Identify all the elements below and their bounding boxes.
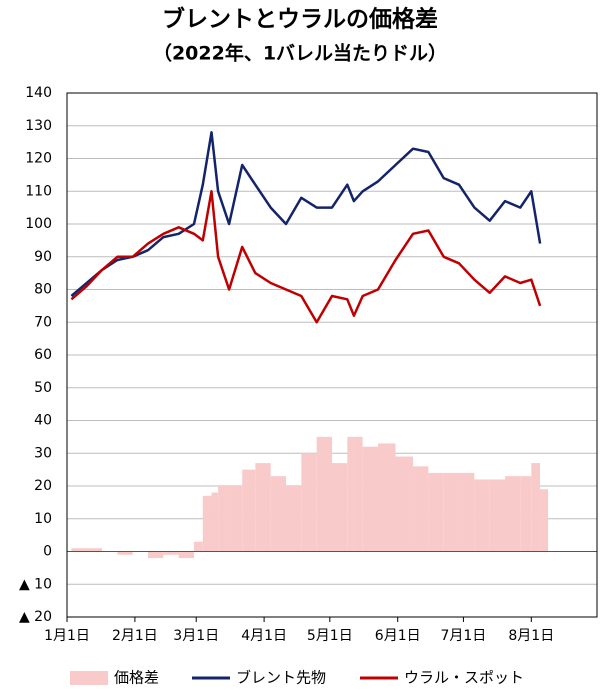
y-tick-label: ▲ 10 — [19, 576, 52, 592]
y-tick-label: ▲ 20 — [19, 609, 52, 625]
bar — [242, 469, 256, 552]
y-tick-label: 50 — [34, 380, 52, 396]
y-tick-label: 140 — [25, 85, 52, 101]
bar — [474, 479, 490, 552]
bar — [428, 472, 444, 552]
y-tick-label: 10 — [34, 511, 52, 527]
chart-title: ブレントとウラルの価格差 — [162, 6, 438, 33]
bar — [194, 541, 203, 552]
bar — [459, 472, 475, 552]
x-tick-label: 4月1日 — [241, 628, 287, 644]
bar — [178, 551, 195, 559]
bar — [332, 463, 348, 552]
chart-subtitle: （2022年、1バレル当たりドル） — [153, 42, 447, 65]
y-tick-label: 70 — [34, 314, 52, 330]
bar — [229, 486, 243, 552]
y-tick-label: 130 — [25, 118, 52, 134]
bar — [71, 548, 87, 552]
bar — [316, 436, 332, 552]
bar — [301, 453, 317, 552]
bar — [489, 479, 506, 552]
y-tick-label: 100 — [25, 216, 52, 232]
bar — [377, 443, 396, 552]
x-tick-label: 6月1日 — [375, 628, 421, 644]
x-tick-label: 8月1日 — [508, 628, 554, 644]
x-tick-label: 1月1日 — [44, 628, 90, 644]
bar — [540, 489, 549, 552]
bar — [520, 476, 532, 552]
legend-label: ブレント先物 — [236, 669, 326, 687]
bar — [117, 551, 133, 555]
line — [70, 190, 542, 324]
y-tick-label: 0 — [43, 544, 52, 560]
bar — [347, 436, 354, 552]
legend-swatch — [70, 671, 108, 685]
bar — [211, 492, 219, 552]
bar — [202, 495, 212, 552]
y-tick-label: 110 — [25, 183, 52, 199]
bar — [218, 486, 230, 552]
x-tick-label: 2月1日 — [112, 628, 158, 644]
bar — [148, 551, 164, 559]
legend-label: 価格差 — [114, 669, 159, 687]
x-tick-label: 5月1日 — [307, 628, 353, 644]
bar — [286, 486, 302, 552]
x-tick-label: 7月1日 — [440, 628, 486, 644]
y-tick-label: 30 — [34, 445, 52, 461]
x-tick-label: 3月1日 — [173, 628, 219, 644]
bar — [362, 446, 378, 552]
bars — [71, 436, 549, 559]
bar — [443, 472, 460, 552]
bar — [395, 456, 414, 552]
legend-label: ウラル・スポット — [404, 669, 524, 687]
lines — [70, 131, 542, 324]
y-tick-label: 120 — [25, 151, 52, 167]
y-tick-label: 90 — [34, 249, 52, 265]
bar — [413, 466, 429, 552]
bar — [270, 476, 287, 552]
y-tick-label: 40 — [34, 413, 52, 429]
y-tick-label: 20 — [34, 478, 52, 494]
bar — [531, 463, 541, 552]
bar — [163, 551, 179, 555]
line — [70, 131, 542, 297]
bar — [86, 548, 103, 552]
bar — [505, 476, 521, 552]
bar — [353, 436, 363, 552]
bar — [255, 463, 271, 552]
y-tick-label: 80 — [34, 282, 52, 298]
y-tick-label: 60 — [34, 347, 52, 363]
plot-frame — [66, 92, 598, 618]
